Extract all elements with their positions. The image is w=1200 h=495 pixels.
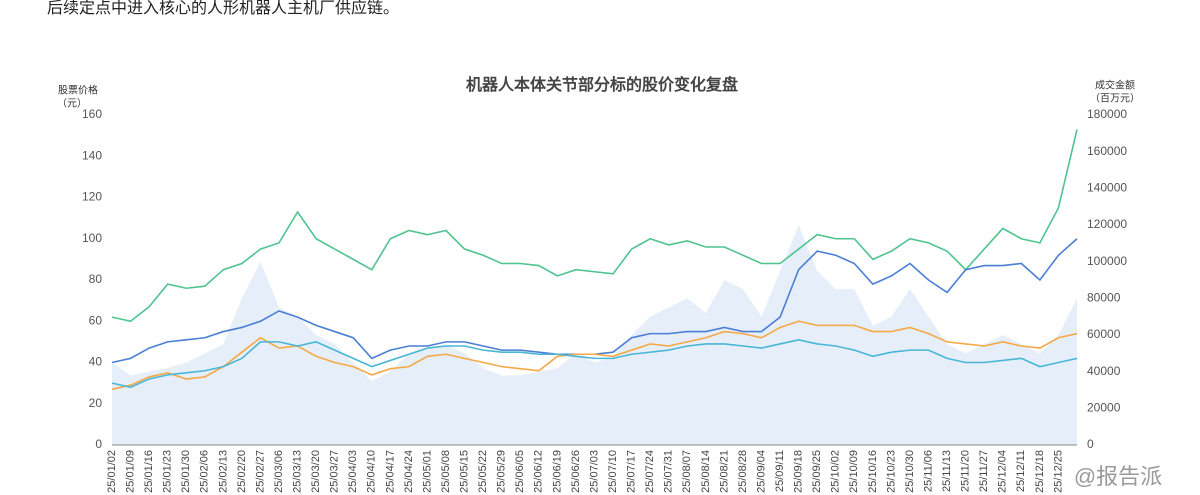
chart-title: 机器人本体关节部分标的股价变化复盘 <box>466 75 738 94</box>
x-tick-label: 25/03/06 <box>273 450 285 493</box>
y2-tick-label: 0 <box>1087 437 1094 451</box>
x-tick-label: 25/12/18 <box>1034 450 1046 493</box>
x-tick-label: 25/07/10 <box>607 450 619 493</box>
x-tick-label: 25/05/01 <box>421 450 433 493</box>
x-tick-label: 25/11/20 <box>960 450 972 492</box>
intro-text: 后续定点中进入核心的人形机器人主机厂供应链。 <box>47 0 399 17</box>
y-tick-label: 160 <box>82 107 102 121</box>
y-tick-label: 140 <box>82 148 102 162</box>
x-tick-label: 25/06/26 <box>570 450 582 493</box>
x-tick-label: 25/03/27 <box>329 450 341 493</box>
y2-tick-label: 40000 <box>1087 364 1121 378</box>
x-tick-label: 25/01/23 <box>162 450 174 493</box>
x-tick-label: 25/07/31 <box>663 450 675 493</box>
x-tick-label: 25/08/07 <box>681 450 693 493</box>
y-axis-label: （元） <box>57 98 87 110</box>
x-tick-label: 25/06/12 <box>533 450 545 493</box>
x-tick-label: 25/09/11 <box>774 450 786 492</box>
x-tick-label: 25/06/05 <box>514 450 526 493</box>
x-tick-label: 25/08/14 <box>700 450 712 493</box>
x-tick-label: 25/02/27 <box>254 450 266 493</box>
y-tick-label: 20 <box>89 396 103 410</box>
plot-area: 0 20 40 60 80 100 120 140 160 0 20000 40000 60000 800… <box>82 107 1127 493</box>
x-tick-label: 25/10/23 <box>885 450 897 493</box>
y-tick-label: 40 <box>89 355 103 369</box>
x-tick-label: 25/07/24 <box>644 450 656 493</box>
x-tick-label: 25/07/17 <box>626 450 638 493</box>
y-tick-label: 100 <box>82 231 102 245</box>
x-tick-label: 25/06/19 <box>551 450 563 493</box>
x-tick-label: 25/05/08 <box>440 450 452 493</box>
x-tick-label: 25/04/03 <box>347 450 359 493</box>
y-axis-label: 股票价格 <box>58 84 98 97</box>
x-tick-label: 25/02/13 <box>217 450 229 493</box>
y2-axis-label: （百万元） <box>1090 93 1140 105</box>
y2-axis-label: 成交金额 <box>1095 79 1135 92</box>
x-tick-label: 25/01/16 <box>143 450 155 493</box>
y2-tick-label: 20000 <box>1087 401 1121 415</box>
x-tick-label: 25/09/18 <box>793 450 805 493</box>
x-tick-label: 25/05/29 <box>496 450 508 493</box>
x-tick-label: 25/01/02 <box>106 450 118 493</box>
x-tick-label: 25/09/04 <box>755 450 767 493</box>
x-tick-label: 25/10/09 <box>848 450 860 493</box>
x-tick-label: 25/10/30 <box>904 450 916 493</box>
y2-tick-label: 100000 <box>1087 254 1127 268</box>
y2-tick-label: 60000 <box>1087 327 1121 341</box>
y2-tick-label: 180000 <box>1087 107 1127 121</box>
y2-tick-label: 80000 <box>1087 291 1121 305</box>
price-line <box>111 129 1078 323</box>
price-line <box>111 320 1078 391</box>
x-tick-label: 25/10/16 <box>867 450 879 493</box>
y2-tick-label: 120000 <box>1087 217 1127 231</box>
y-tick-label: 60 <box>89 313 103 327</box>
x-tick-label: 25/08/28 <box>737 450 749 493</box>
x-tick-label: 25/01/30 <box>180 450 192 493</box>
x-tick-label: 25/05/15 <box>459 450 471 493</box>
x-tick-label: 25/08/21 <box>718 450 730 493</box>
watermark: @报告派 <box>1074 464 1162 489</box>
x-tick-label: 25/11/13 <box>941 450 953 492</box>
x-tick-label: 25/12/25 <box>1052 450 1064 493</box>
x-tick-label: 25/02/06 <box>199 450 211 493</box>
y2-tick-label: 160000 <box>1087 144 1127 158</box>
x-tick-label: 25/11/06 <box>922 450 934 492</box>
x-tick-label: 25/03/13 <box>291 450 303 493</box>
volume-area <box>112 225 1077 445</box>
x-tick-label: 25/11/27 <box>978 450 990 492</box>
x-tick-label: 25/05/22 <box>477 450 489 493</box>
x-tick-label: 25/07/03 <box>588 450 600 493</box>
x-tick-label: 25/02/20 <box>236 450 248 493</box>
x-tick-label: 25/09/25 <box>811 450 823 493</box>
y-tick-label: 80 <box>89 272 103 286</box>
x-tick-label: 25/04/17 <box>384 450 396 493</box>
x-tick-label: 25/10/02 <box>830 450 842 493</box>
x-tick-label: 25/03/20 <box>310 450 322 493</box>
y-tick-label: 120 <box>82 190 102 204</box>
y2-tick-label: 140000 <box>1087 181 1127 195</box>
price-line <box>111 338 1078 389</box>
y-tick-label: 0 <box>95 437 102 451</box>
x-tick-label: 25/04/10 <box>366 450 378 493</box>
x-tick-label: 25/04/24 <box>403 450 415 493</box>
x-tick-label: 25/12/04 <box>997 450 1009 493</box>
x-tick-label: 25/12/11 <box>1015 450 1027 492</box>
x-tick-label: 25/01/09 <box>124 450 136 493</box>
